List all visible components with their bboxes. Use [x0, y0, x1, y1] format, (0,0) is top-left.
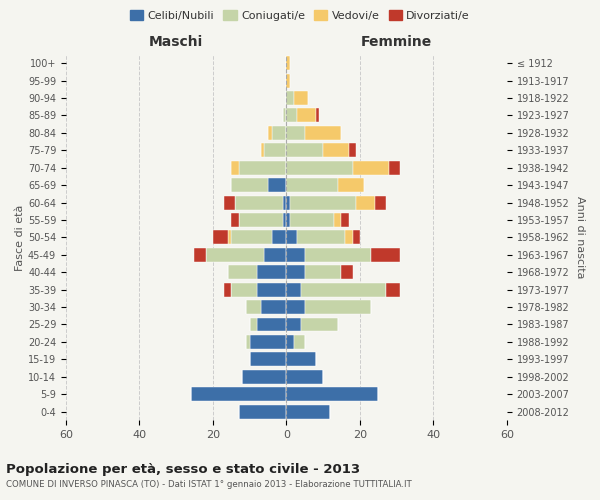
Bar [286, 144, 323, 158]
Bar [257, 318, 286, 332]
Bar [286, 196, 290, 209]
Legend: Celibi/Nubili, Coniugati/e, Vedovi/e, Divorziati/e: Celibi/Nubili, Coniugati/e, Vedovi/e, Di… [125, 6, 475, 25]
Bar [283, 213, 286, 227]
Bar [286, 318, 301, 332]
Bar [338, 178, 364, 192]
Bar [294, 91, 308, 105]
Text: Popolazione per età, sesso e stato civile - 2013: Popolazione per età, sesso e stato civil… [6, 462, 360, 475]
Bar [389, 160, 400, 174]
Text: Femmine: Femmine [361, 36, 432, 50]
Bar [235, 196, 283, 209]
Bar [341, 266, 353, 279]
Bar [231, 178, 268, 192]
Bar [265, 144, 286, 158]
Bar [286, 213, 290, 227]
Bar [356, 196, 374, 209]
Text: Maschi: Maschi [149, 36, 203, 50]
Bar [286, 282, 301, 296]
Bar [374, 196, 386, 209]
Bar [305, 248, 371, 262]
Text: COMUNE DI INVERSO PINASCA (TO) - Dati ISTAT 1° gennaio 2013 - Elaborazione TUTTI: COMUNE DI INVERSO PINASCA (TO) - Dati IS… [6, 480, 412, 489]
Bar [286, 91, 294, 105]
Bar [316, 108, 319, 122]
Bar [268, 126, 272, 140]
Bar [231, 230, 272, 244]
Bar [257, 266, 286, 279]
Bar [286, 404, 331, 418]
Bar [371, 248, 400, 262]
Bar [301, 282, 386, 296]
Bar [283, 108, 286, 122]
Bar [286, 230, 298, 244]
Bar [257, 282, 286, 296]
Bar [386, 282, 400, 296]
Bar [224, 196, 235, 209]
Bar [286, 266, 305, 279]
Bar [246, 300, 260, 314]
Bar [206, 248, 265, 262]
Bar [283, 196, 286, 209]
Bar [305, 300, 371, 314]
Bar [286, 160, 353, 174]
Bar [353, 230, 360, 244]
Bar [286, 178, 338, 192]
Bar [194, 248, 206, 262]
Bar [345, 230, 353, 244]
Bar [286, 56, 290, 70]
Bar [286, 387, 378, 401]
Bar [213, 230, 227, 244]
Bar [191, 387, 286, 401]
Bar [242, 370, 286, 384]
Bar [290, 213, 334, 227]
Bar [224, 282, 231, 296]
Bar [246, 335, 250, 349]
Bar [250, 318, 257, 332]
Bar [250, 352, 286, 366]
Bar [239, 160, 286, 174]
Bar [286, 352, 316, 366]
Bar [334, 213, 341, 227]
Bar [260, 300, 286, 314]
Bar [323, 144, 349, 158]
Bar [305, 266, 341, 279]
Bar [290, 196, 356, 209]
Bar [305, 126, 341, 140]
Bar [286, 335, 294, 349]
Bar [286, 74, 290, 88]
Bar [349, 144, 356, 158]
Bar [227, 230, 231, 244]
Bar [260, 144, 265, 158]
Bar [301, 318, 338, 332]
Bar [239, 404, 286, 418]
Bar [265, 248, 286, 262]
Bar [268, 178, 286, 192]
Y-axis label: Fasce di età: Fasce di età [15, 204, 25, 270]
Bar [294, 335, 305, 349]
Bar [286, 248, 305, 262]
Bar [341, 213, 349, 227]
Bar [286, 300, 305, 314]
Bar [286, 108, 298, 122]
Bar [272, 230, 286, 244]
Bar [231, 160, 239, 174]
Bar [250, 335, 286, 349]
Bar [272, 126, 286, 140]
Bar [231, 282, 257, 296]
Bar [298, 230, 345, 244]
Bar [286, 370, 323, 384]
Bar [239, 213, 283, 227]
Bar [227, 266, 257, 279]
Bar [298, 108, 316, 122]
Y-axis label: Anni di nascita: Anni di nascita [575, 196, 585, 278]
Bar [231, 213, 239, 227]
Bar [353, 160, 389, 174]
Bar [286, 126, 305, 140]
